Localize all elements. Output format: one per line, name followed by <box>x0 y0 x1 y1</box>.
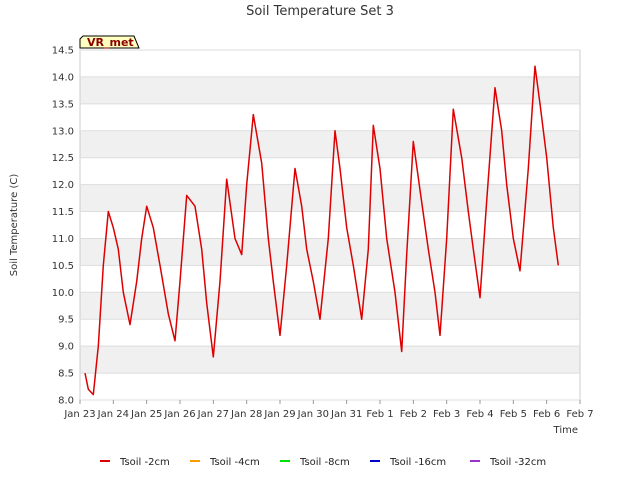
y-tick-label: 12.0 <box>52 180 74 191</box>
y-tick-label: 11.0 <box>52 234 74 245</box>
badge-label: VR_met <box>87 36 134 49</box>
grid-band <box>80 346 580 374</box>
x-tick-label: Feb 5 <box>500 409 527 420</box>
x-tick-label: Jan 28 <box>230 409 262 420</box>
x-tick-label: Feb 1 <box>366 409 393 420</box>
x-tick-label: Feb 4 <box>466 409 493 420</box>
y-tick-label: 13.5 <box>52 99 74 110</box>
y-tick-label: 8.5 <box>58 369 74 380</box>
grid-bands <box>80 76 580 374</box>
y-axis-title: Soil Temperature (C) <box>9 174 20 277</box>
x-axis: Jan 23 Jan 24 Jan 25 Jan 26 Jan 27 Jan 28 Jan … <box>63 400 594 420</box>
x-tick-label: Jan 27 <box>197 409 229 420</box>
grid-band <box>80 292 580 320</box>
grid-band <box>80 238 580 266</box>
y-tick-label: 9.5 <box>58 315 74 326</box>
legend: Tsoil -2cm Tsoil -4cm Tsoil -8cm Tsoil -16c… <box>100 457 546 468</box>
chart-title: Soil Temperature Set 3 <box>246 4 394 19</box>
grid-band <box>80 130 580 158</box>
y-tick-label: 10.0 <box>52 288 74 299</box>
x-tick-label: Feb 3 <box>433 409 460 420</box>
vr-met-badge: VR_met <box>79 35 140 49</box>
y-tick-label: 13.0 <box>52 126 74 137</box>
x-tick-label: Jan 25 <box>130 409 162 420</box>
y-tick-label: 14.5 <box>52 46 74 57</box>
y-tick-label: 14.0 <box>52 72 74 83</box>
legend-item: Tsoil -4cm <box>209 457 260 468</box>
x-tick-label: Jan 24 <box>97 409 129 420</box>
y-tick-label: 9.0 <box>58 342 74 353</box>
x-tick-label: Jan 23 <box>63 409 95 420</box>
x-tick-label: Feb 2 <box>400 409 427 420</box>
x-tick-label: Jan 31 <box>330 409 362 420</box>
legend-item: Tsoil -8cm <box>299 457 350 468</box>
y-tick-label: 11.5 <box>52 207 74 218</box>
y-tick-label: 10.5 <box>52 261 74 272</box>
x-tick-label: Jan 29 <box>263 409 295 420</box>
legend-item: Tsoil -32cm <box>489 457 546 468</box>
y-axis: 8.0 8.5 9.0 9.5 10.0 10.5 11.0 11.5 12.0 12.5 13.0… <box>52 46 580 407</box>
legend-item: Tsoil -16cm <box>389 457 446 468</box>
grid-band <box>80 76 580 104</box>
x-tick-label: Jan 26 <box>163 409 195 420</box>
y-tick-label: 8.0 <box>58 396 74 407</box>
legend-item: Tsoil -2cm <box>119 457 170 468</box>
x-tick-label: Feb 7 <box>566 409 593 420</box>
x-tick-label: Feb 6 <box>533 409 560 420</box>
x-axis-title: Time <box>553 425 578 436</box>
y-tick-label: 12.5 <box>52 153 74 164</box>
series-line <box>84 65 560 396</box>
x-tick-label: Jan 30 <box>297 409 329 420</box>
series-lines <box>84 65 560 396</box>
